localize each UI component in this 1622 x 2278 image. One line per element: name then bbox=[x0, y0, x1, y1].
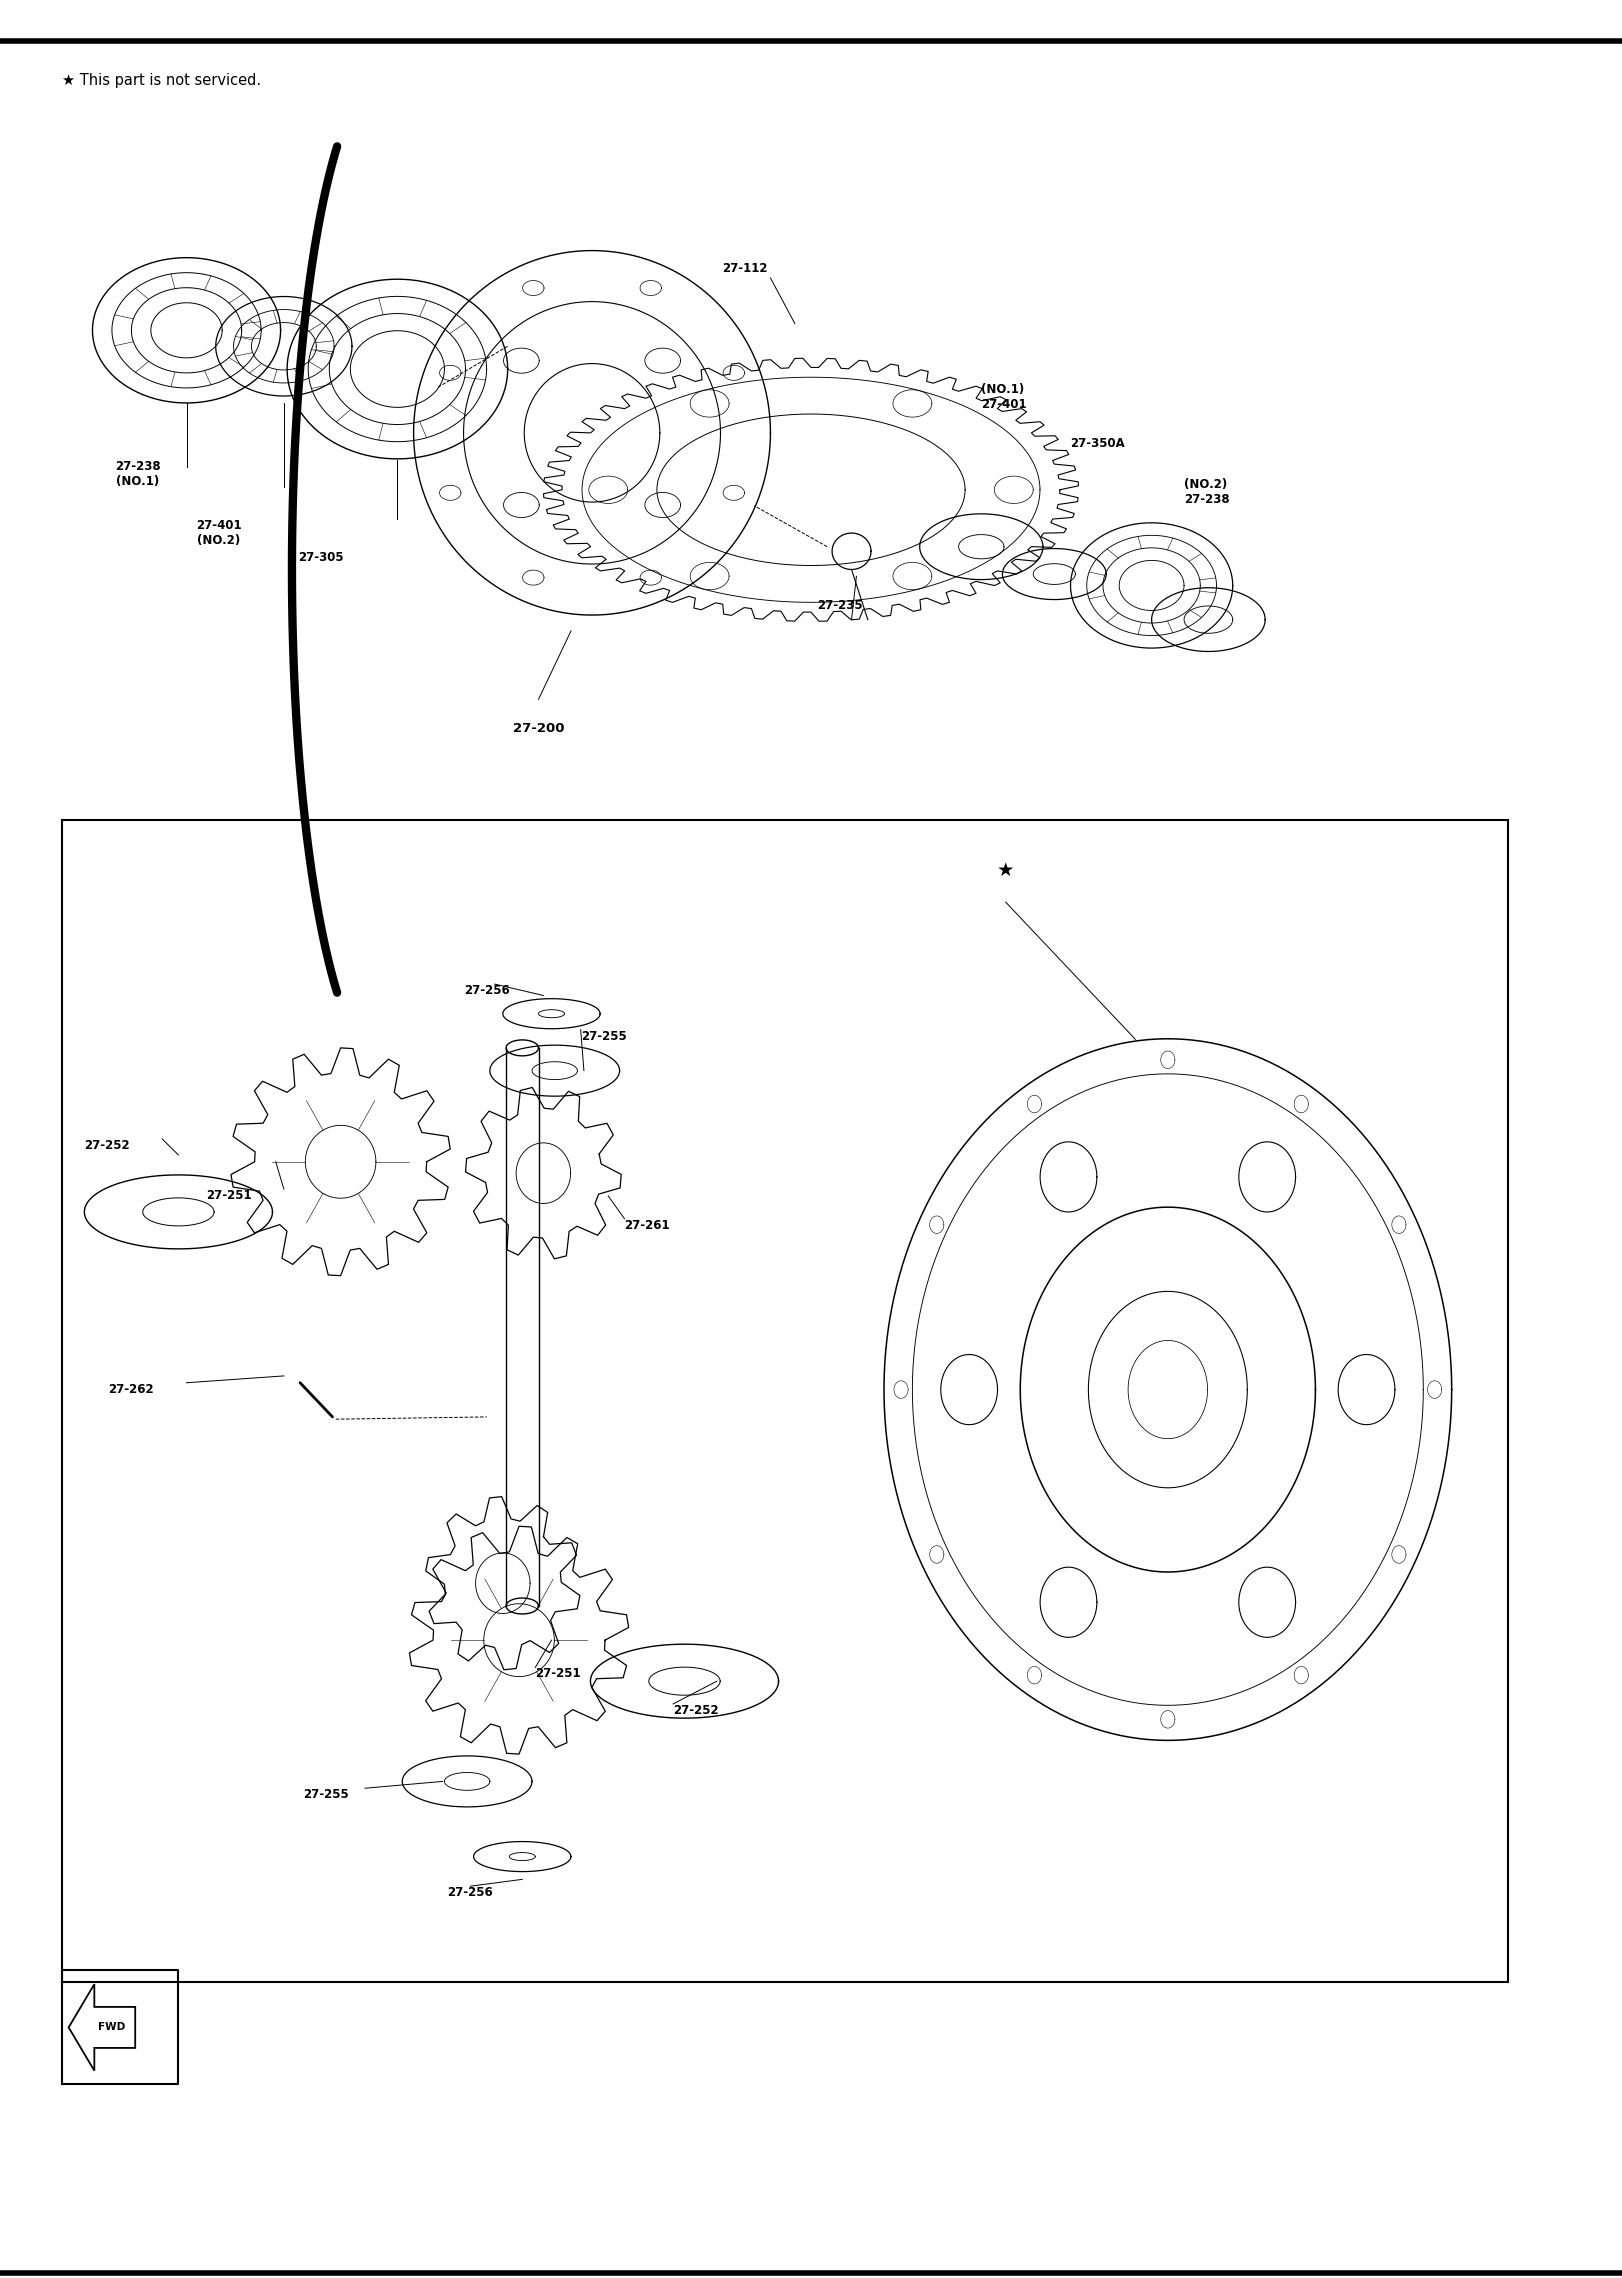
Bar bbox=[62, 820, 1508, 1982]
Text: 27-252: 27-252 bbox=[673, 1704, 719, 1718]
Text: 27-256: 27-256 bbox=[464, 984, 509, 998]
Text: 27-401
(NO.2): 27-401 (NO.2) bbox=[196, 519, 242, 547]
Text: 27-251: 27-251 bbox=[535, 1667, 581, 1681]
Text: ★: ★ bbox=[998, 861, 1014, 879]
Text: 27-305: 27-305 bbox=[298, 551, 344, 565]
Text: 27-255: 27-255 bbox=[303, 1788, 349, 1802]
Text: 27-235: 27-235 bbox=[817, 599, 863, 613]
Text: 27-261: 27-261 bbox=[624, 1219, 670, 1232]
Text: (NO.1)
27-401: (NO.1) 27-401 bbox=[981, 383, 1027, 410]
Text: FWD: FWD bbox=[99, 2023, 125, 2032]
Text: 27-200: 27-200 bbox=[513, 722, 564, 736]
Text: 27-256: 27-256 bbox=[448, 1886, 493, 1900]
Text: 27-255: 27-255 bbox=[581, 1030, 626, 1043]
Text: 27-262: 27-262 bbox=[109, 1383, 154, 1396]
Text: 27-251: 27-251 bbox=[206, 1189, 251, 1203]
Text: 27-252: 27-252 bbox=[84, 1139, 130, 1153]
Text: 27-238
(NO.1): 27-238 (NO.1) bbox=[115, 460, 161, 487]
Text: ★ This part is not serviced.: ★ This part is not serviced. bbox=[62, 73, 261, 89]
Text: 27-112: 27-112 bbox=[722, 262, 767, 276]
Text: 27-350A: 27-350A bbox=[1071, 437, 1126, 451]
Text: (NO.2)
27-238: (NO.2) 27-238 bbox=[1184, 478, 1229, 506]
